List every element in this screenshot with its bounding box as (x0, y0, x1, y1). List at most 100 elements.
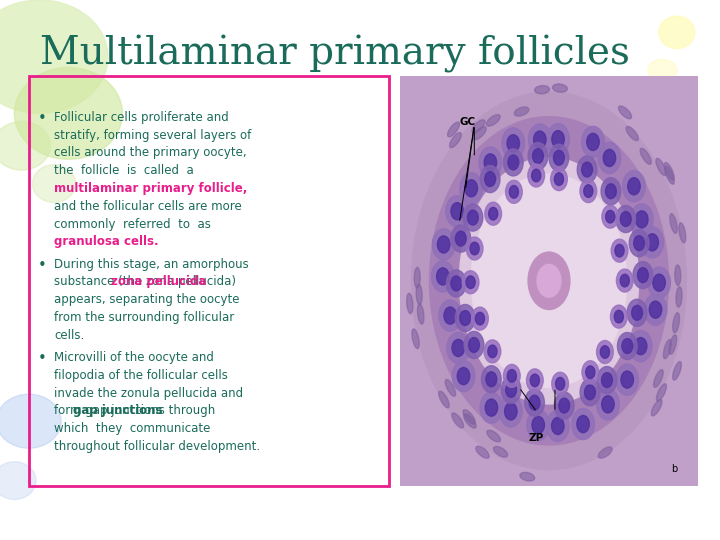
Circle shape (621, 212, 631, 226)
Circle shape (531, 169, 541, 182)
Circle shape (634, 235, 644, 251)
Circle shape (597, 389, 619, 420)
Circle shape (572, 408, 595, 440)
Ellipse shape (656, 158, 666, 176)
Circle shape (472, 307, 488, 330)
Circle shape (528, 164, 544, 187)
Circle shape (552, 372, 569, 395)
Ellipse shape (414, 267, 420, 288)
Text: •: • (37, 351, 46, 366)
Circle shape (616, 269, 633, 292)
Circle shape (464, 332, 484, 359)
Circle shape (460, 310, 471, 326)
Circle shape (649, 301, 662, 318)
Ellipse shape (648, 59, 677, 81)
Circle shape (530, 374, 539, 387)
Circle shape (620, 274, 629, 287)
Circle shape (501, 376, 521, 403)
Text: b: b (671, 464, 678, 474)
Circle shape (463, 204, 482, 231)
Circle shape (580, 379, 600, 406)
Ellipse shape (654, 369, 663, 387)
Circle shape (446, 270, 466, 297)
Circle shape (444, 307, 456, 324)
Ellipse shape (14, 68, 122, 159)
Circle shape (489, 207, 498, 220)
Circle shape (509, 186, 518, 198)
Ellipse shape (675, 265, 681, 286)
Circle shape (636, 211, 648, 228)
Text: Microvilli of the oocyte and: Microvilli of the oocyte and (54, 351, 214, 364)
Ellipse shape (0, 0, 108, 113)
Ellipse shape (464, 414, 476, 428)
Text: commonly  referred  to  as: commonly referred to as (54, 218, 211, 231)
Circle shape (546, 124, 570, 155)
Circle shape (616, 206, 636, 233)
Text: cells around the primary oocyte,: cells around the primary oocyte, (54, 146, 247, 159)
Ellipse shape (451, 413, 464, 428)
Text: stratify, forming several layers of: stratify, forming several layers of (54, 129, 251, 141)
Ellipse shape (651, 400, 662, 416)
Text: and the follicular cells are more: and the follicular cells are more (54, 200, 242, 213)
Ellipse shape (472, 120, 485, 133)
Circle shape (582, 162, 593, 177)
Text: Follicular cells proliferate and: Follicular cells proliferate and (54, 111, 229, 124)
Circle shape (467, 210, 478, 225)
Text: the  follicle  is  called  a: the follicle is called a (54, 164, 194, 177)
Circle shape (505, 403, 517, 420)
Circle shape (598, 143, 621, 173)
Circle shape (529, 395, 540, 410)
Circle shape (484, 154, 497, 171)
Circle shape (467, 237, 483, 260)
Circle shape (629, 230, 649, 256)
Circle shape (584, 185, 593, 198)
Circle shape (437, 236, 450, 253)
Circle shape (646, 234, 659, 251)
Circle shape (475, 312, 485, 325)
Circle shape (552, 131, 564, 148)
Text: from the surrounding follicular: from the surrounding follicular (54, 311, 234, 324)
Circle shape (602, 396, 614, 413)
Ellipse shape (659, 16, 695, 49)
Circle shape (479, 147, 502, 178)
Circle shape (653, 274, 665, 291)
Ellipse shape (438, 391, 449, 408)
Circle shape (465, 180, 477, 197)
Circle shape (485, 399, 498, 416)
Ellipse shape (514, 107, 529, 116)
Circle shape (472, 174, 626, 388)
Circle shape (482, 366, 501, 393)
Ellipse shape (672, 313, 680, 333)
Circle shape (633, 261, 653, 289)
Circle shape (507, 134, 520, 152)
Circle shape (644, 294, 667, 325)
Circle shape (438, 300, 462, 331)
Ellipse shape (476, 446, 490, 458)
Circle shape (462, 271, 479, 294)
Circle shape (634, 338, 647, 355)
Circle shape (641, 227, 664, 258)
Circle shape (480, 392, 503, 423)
Text: filopodia of the follicular cells: filopodia of the follicular cells (54, 369, 228, 382)
Ellipse shape (0, 122, 50, 170)
Circle shape (488, 345, 497, 357)
Ellipse shape (598, 447, 612, 458)
Circle shape (507, 369, 516, 382)
Circle shape (554, 173, 564, 185)
Circle shape (611, 239, 628, 262)
Text: multilaminar primary follicle,: multilaminar primary follicle, (54, 182, 248, 195)
Circle shape (600, 346, 610, 359)
Circle shape (436, 268, 449, 285)
Circle shape (597, 341, 613, 363)
Circle shape (611, 305, 627, 328)
Ellipse shape (463, 410, 475, 424)
Ellipse shape (407, 293, 413, 314)
Circle shape (457, 368, 469, 384)
Circle shape (452, 339, 464, 356)
Circle shape (603, 150, 616, 166)
Circle shape (505, 382, 516, 397)
Circle shape (533, 148, 544, 164)
Ellipse shape (0, 394, 61, 448)
Circle shape (485, 202, 502, 225)
Ellipse shape (412, 329, 419, 349)
